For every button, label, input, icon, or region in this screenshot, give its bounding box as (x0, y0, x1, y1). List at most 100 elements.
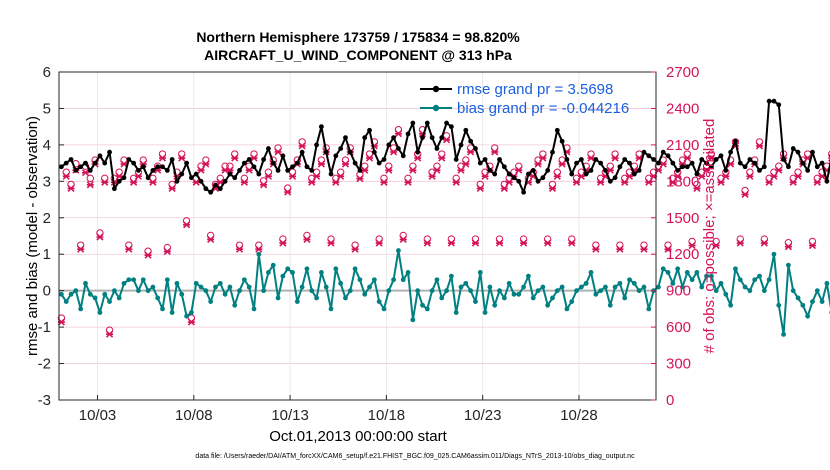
rmse-point (111, 186, 117, 192)
y-left-tick-label: 5 (43, 100, 51, 117)
obs-assimilated-point (96, 233, 104, 241)
bias-point (554, 288, 560, 294)
bias-point (781, 332, 786, 337)
rmse-point (737, 160, 743, 166)
obs-assimilated-point (62, 172, 70, 180)
bias-point (699, 284, 705, 290)
obs-assimilated-point (183, 221, 191, 229)
bias-point (627, 277, 632, 283)
rmse-point (136, 168, 141, 173)
rmse-point (63, 160, 69, 166)
bias-point (453, 310, 459, 315)
y-left-tick-label: 1 (43, 246, 51, 263)
bias-point (506, 280, 512, 286)
bias-point (526, 273, 531, 279)
obs-assimilated-point (515, 166, 523, 174)
rmse-point (376, 160, 382, 166)
bias-point (188, 310, 194, 315)
obs-assimilated-point (284, 188, 292, 196)
rmse-point (107, 149, 112, 155)
rmse-point (256, 171, 262, 177)
rmse-point (651, 157, 656, 162)
obs-assimilated-point (130, 178, 138, 186)
rmse-point (665, 153, 671, 159)
rmse-point (145, 175, 151, 181)
rmse-point (97, 153, 103, 159)
obs-assimilated-point (178, 154, 186, 162)
rmse-point (617, 164, 623, 170)
bias-point (723, 291, 729, 297)
bias-point (155, 295, 161, 301)
bias-point (569, 299, 575, 304)
rmse-point (564, 157, 570, 162)
rmse-point (323, 149, 329, 155)
bias-point (213, 284, 218, 290)
obs-assimilated-point (202, 160, 210, 168)
bias-point (381, 306, 387, 312)
rmse-point (526, 171, 531, 177)
bias-point (429, 288, 435, 294)
rmse-point (612, 175, 618, 181)
bias-point (795, 295, 801, 301)
bias-point (92, 295, 98, 301)
bias-point (78, 306, 84, 312)
obs-assimilated-point (187, 318, 195, 326)
rmse-point (237, 168, 242, 173)
bias-point (309, 288, 315, 294)
bias-point (617, 280, 623, 286)
obs-assimilated-point (765, 178, 773, 186)
obs-possible-point (828, 150, 830, 158)
obs-assimilated-point (621, 178, 629, 186)
bias-point (684, 270, 690, 275)
obs-assimilated-point (361, 166, 369, 174)
obs-assimilated-point (101, 178, 109, 186)
y-right-tick-label: 2400 (666, 100, 699, 117)
bias-point (251, 306, 257, 312)
obs-assimilated-point (240, 178, 248, 186)
obs-assimilated-point (669, 178, 677, 186)
obs-assimilated-point (606, 166, 614, 174)
bias-point (376, 299, 382, 304)
obs-assimilated-point (414, 154, 422, 162)
bias-point (150, 284, 156, 290)
obs-assimilated-point (375, 239, 383, 247)
obs-assimilated-point (77, 245, 85, 253)
rmse-point (357, 168, 363, 173)
obs-count-layer (57, 126, 830, 338)
bias-point (136, 288, 141, 294)
bias-point (718, 280, 724, 286)
y-right-tick-label: 2100 (666, 137, 699, 154)
obs-assimilated-point (428, 172, 436, 180)
rmse-point (352, 160, 358, 166)
bias-point (516, 291, 522, 297)
rmse-point (622, 157, 628, 162)
bias-point (179, 291, 185, 297)
rmse-point (184, 160, 189, 166)
obs-assimilated-point (794, 172, 802, 180)
bias-point (458, 284, 464, 290)
bias-point (733, 266, 738, 272)
obs-assimilated-point (192, 178, 200, 186)
rmse-point (574, 160, 579, 166)
obs-assimilated-point (452, 178, 460, 186)
rmse-point (83, 160, 88, 166)
rmse-point (343, 135, 348, 141)
obs-assimilated-point (592, 245, 600, 253)
obs-assimilated-point (746, 172, 754, 180)
bias-point (689, 277, 695, 283)
bias-point (285, 266, 291, 272)
bias-point (612, 284, 618, 290)
bias-point (203, 288, 209, 294)
bias-point (314, 295, 319, 301)
obs-assimilated-point (712, 241, 720, 250)
y-right-tick-label: 0 (666, 392, 674, 409)
rmse-point (641, 149, 647, 155)
bias-point (59, 291, 64, 297)
rmse-point (179, 171, 185, 177)
bias-point (270, 262, 276, 268)
bias-point (477, 270, 483, 275)
obs-assimilated-point (197, 166, 205, 174)
obs-assimilated-point (438, 154, 446, 162)
rmse-point (116, 178, 122, 184)
obs-assimilated-point (380, 178, 388, 186)
